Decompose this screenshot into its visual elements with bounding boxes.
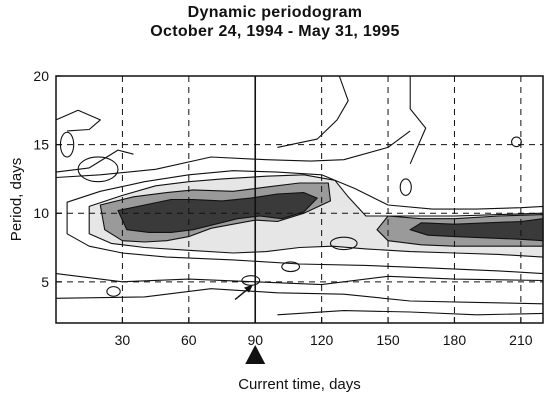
y-tick-label-10: 10 <box>33 205 49 221</box>
y-tick-label-20: 20 <box>33 68 49 84</box>
contour-line-6 <box>409 76 427 165</box>
y-tick-label-15: 15 <box>33 137 49 153</box>
plot-frame <box>55 75 544 324</box>
x-tick-label-60: 60 <box>181 332 197 348</box>
contour-ellipse-3 <box>329 236 358 251</box>
chart-title: Dynamic periodogram <box>187 4 363 21</box>
contour-line-1 <box>55 288 544 305</box>
y-tick-label-5: 5 <box>41 274 49 290</box>
x-tick-label-120: 120 <box>310 332 334 348</box>
contour-line-3 <box>55 149 134 173</box>
axis-ticks: 30 60 90 120 150 180 210 5 10 15 20 <box>33 68 532 348</box>
x-tick-label-150: 150 <box>376 332 400 348</box>
current-time-triangle <box>245 345 266 364</box>
y-axis-label: Period, days <box>8 158 25 241</box>
contour-ellipse-2 <box>241 275 261 286</box>
x-tick-label-90: 90 <box>247 332 263 348</box>
x-axis-label: Current time, days <box>238 376 361 393</box>
x-tick-label-180: 180 <box>443 332 467 348</box>
contour-line-5 <box>277 75 349 148</box>
contour-band-4 <box>117 192 318 233</box>
contour-line-0 <box>55 273 544 286</box>
contour-band-5 <box>409 218 544 242</box>
contour-ellipse-4 <box>281 261 301 273</box>
x-tick-label-30: 30 <box>115 332 131 348</box>
x-tick-label-210: 210 <box>509 332 533 348</box>
chart-subtitle: October 24, 1994 - May 31, 1995 <box>150 23 400 40</box>
contour-ellipse-1 <box>77 156 119 183</box>
contour-bands <box>66 170 544 275</box>
contour-line-4 <box>55 130 411 179</box>
current-time-marker <box>234 76 266 364</box>
contour-ellipse-6 <box>511 136 522 148</box>
contour-line-2 <box>277 310 544 316</box>
arrow-head <box>244 284 254 293</box>
contour-ellipse-5 <box>106 286 121 297</box>
contour-ellipse-7 <box>399 178 412 196</box>
contour-line-7 <box>55 109 101 132</box>
